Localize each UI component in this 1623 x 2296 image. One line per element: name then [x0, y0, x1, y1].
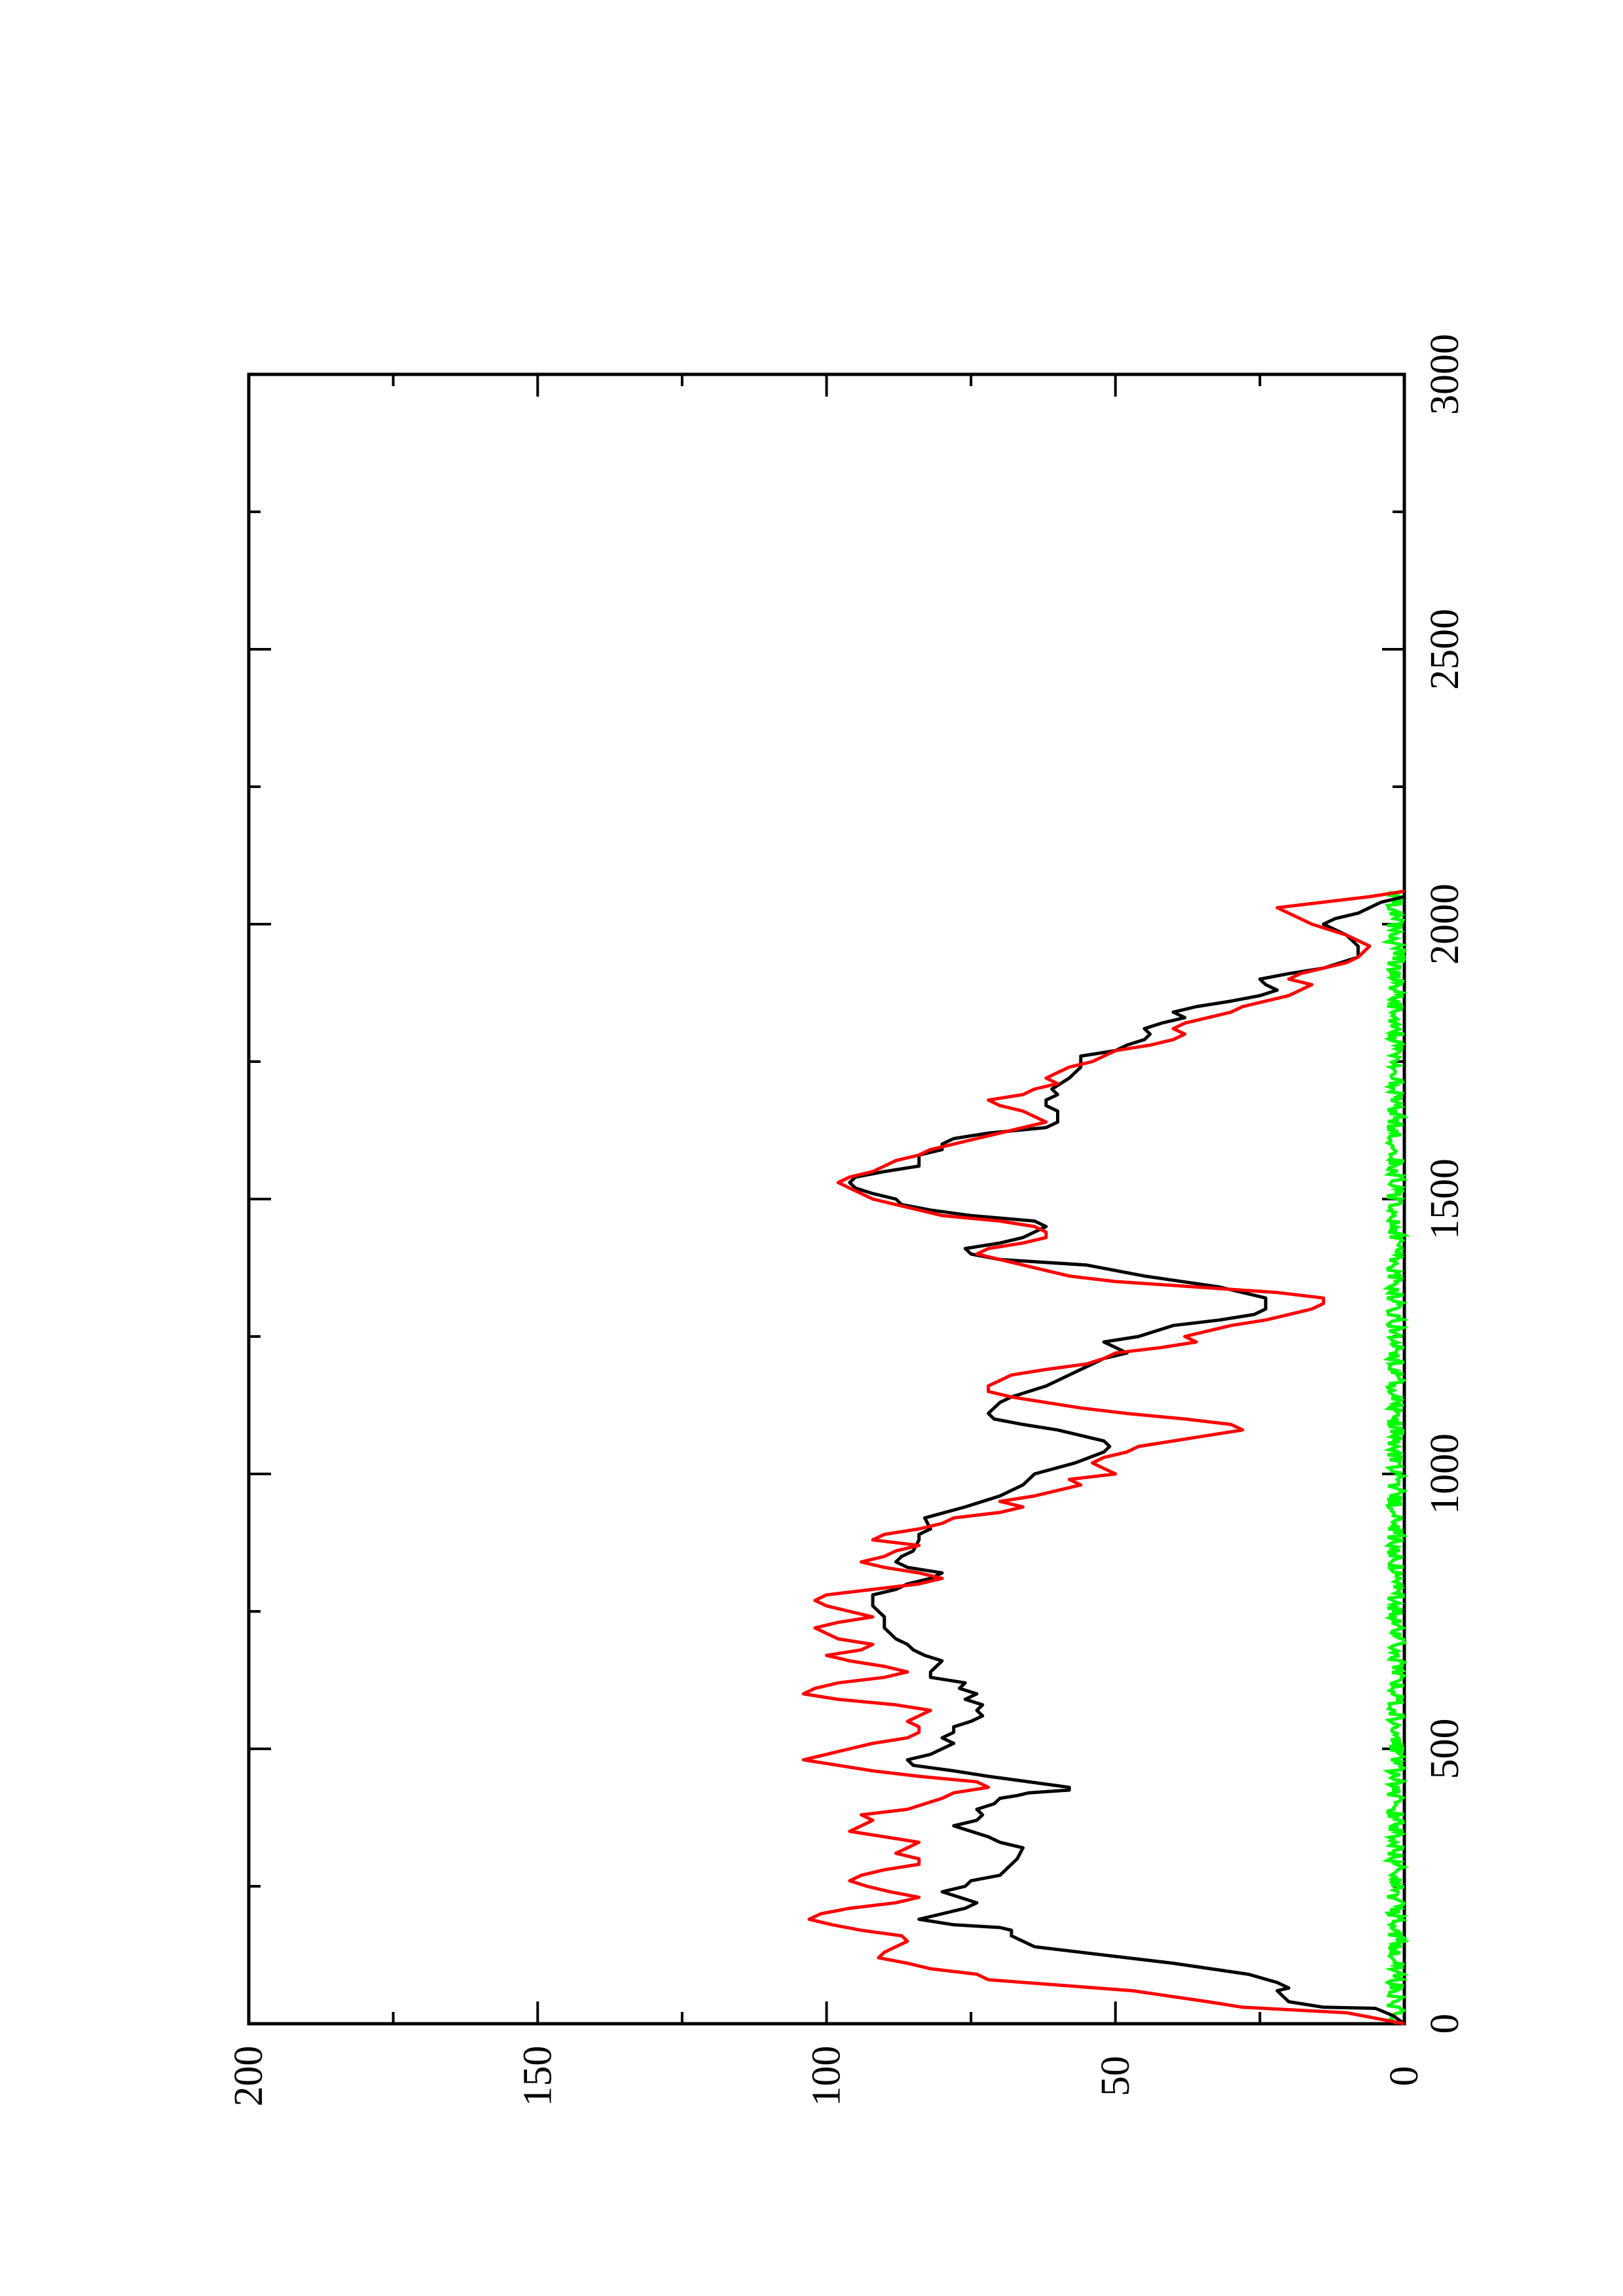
- axis-ticks: [247, 373, 1406, 2025]
- x-tick-label: 1000: [1423, 1433, 1467, 1515]
- x-tick-label: 0: [1423, 2014, 1467, 2034]
- y-tick-label: 150: [515, 2046, 560, 2107]
- x-tick-label: 3000: [1423, 334, 1467, 415]
- tick-labels: 0 500 1000 1500 2000 2500 3000 0 50 100 150 200: [227, 334, 1467, 2107]
- y-tick-label: 200: [227, 2046, 271, 2107]
- series-line-green: [1381, 890, 1411, 2025]
- y-tick-label: 100: [805, 2046, 849, 2107]
- x-tick-label: 1500: [1423, 1158, 1467, 1240]
- x-tick-label: 2000: [1423, 884, 1467, 965]
- y-tick-label: 50: [1093, 2056, 1138, 2096]
- plot-frame: [247, 372, 1406, 2026]
- series-line-black: [848, 895, 1406, 2026]
- x-tick-label: 500: [1423, 1719, 1467, 1780]
- x-tick-label: 2500: [1423, 609, 1467, 690]
- series-line-red: [801, 889, 1405, 2026]
- y-tick-label: 0: [1382, 2066, 1427, 2087]
- series-lines: [801, 889, 1411, 2026]
